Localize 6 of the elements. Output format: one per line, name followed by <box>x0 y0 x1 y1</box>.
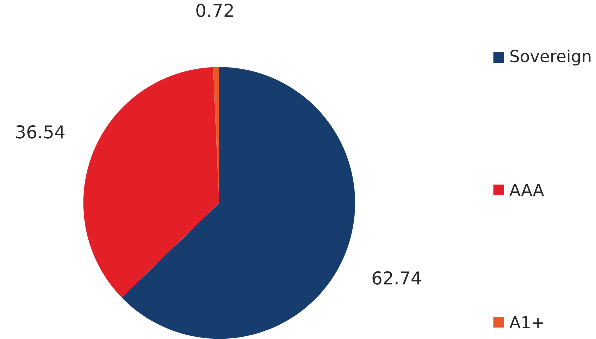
legend-label: A1+ <box>510 316 544 328</box>
data-label: 0.72 <box>196 4 234 18</box>
legend-label: AAA <box>510 184 544 196</box>
data-label: 62.74 <box>372 272 422 285</box>
legend-label: Sovereign <box>510 50 591 66</box>
data-label: 36.54 <box>16 125 65 139</box>
